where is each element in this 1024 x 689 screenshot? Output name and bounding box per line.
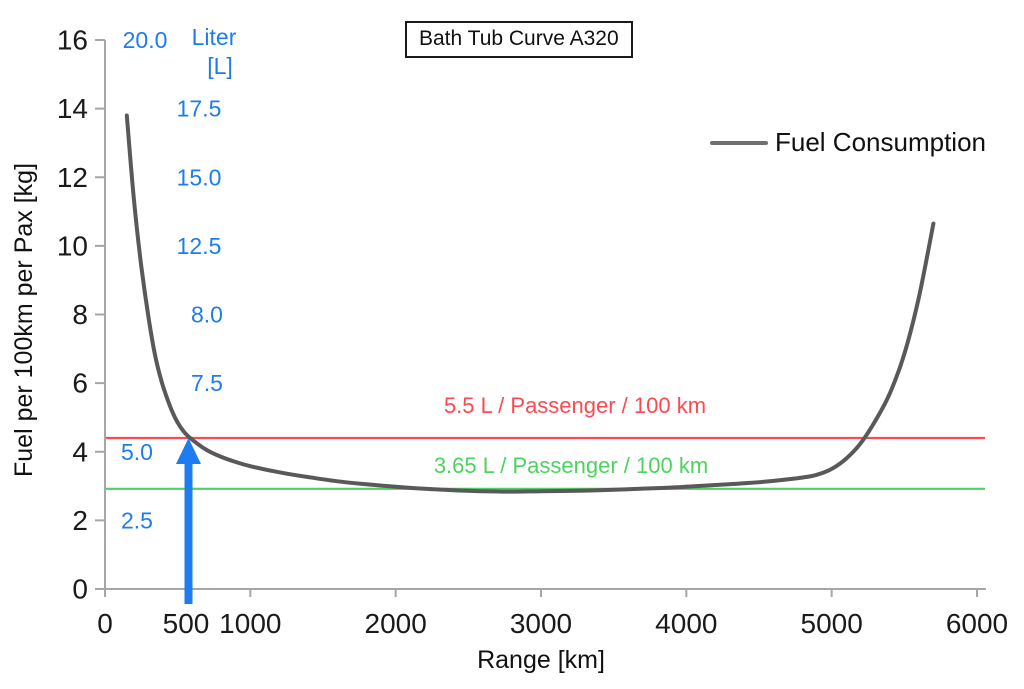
y-tick-label: 12: [57, 162, 88, 193]
liter-axis-unit: [L]: [207, 53, 233, 79]
axes: [95, 39, 986, 597]
x-axis-title: Range [km]: [477, 646, 605, 674]
tick-labels: 0 2 4 6 8 10 12 14 16 0 1000 2000 3000 4000 5000 6000 50…: [57, 25, 1008, 640]
liter-axis-label: 2.5: [121, 507, 153, 533]
y-tick-label: 14: [57, 93, 88, 124]
x-tick-label: 4000: [655, 608, 717, 639]
chart-title: Bath Tub Curve A320: [419, 27, 619, 50]
y-tick-label: 0: [72, 574, 88, 605]
x-tick-label: 0: [97, 608, 113, 639]
legend-label: Fuel Consumption: [775, 127, 986, 157]
liter-axis-label: 17.5: [177, 96, 222, 122]
red-line-label: 5.5 L / Passenger / 100 km: [444, 393, 706, 418]
green-line-label: 3.65 L / Passenger / 100 km: [434, 453, 708, 478]
y-tick-label: 10: [57, 230, 88, 261]
legend-line-swatch: [710, 140, 768, 145]
y-tick-label: 8: [72, 299, 88, 330]
liter-axis-label: 8.0: [191, 302, 223, 328]
liter-axis-label: 15.0: [177, 164, 222, 190]
reference-lines: [106, 436, 985, 490]
y-tick-label: 6: [72, 368, 88, 399]
x-tick-label: 6000: [946, 608, 1008, 639]
arrow-head: [176, 438, 201, 465]
x-tick-label: 2000: [365, 608, 427, 639]
y-axis-title: Fuel per 100km per Pax [kg]: [10, 163, 38, 477]
liter-axis-label: 20.0: [123, 27, 168, 53]
chart-title-box: Bath Tub Curve A320: [405, 21, 633, 58]
liter-axis-label: 7.5: [191, 370, 223, 396]
liter-axis-label: 5.0: [121, 439, 153, 465]
fuel-consumption-curve: [124, 113, 936, 494]
fuel-consumption-line: [124, 113, 936, 494]
x-tick-label: 5000: [801, 608, 863, 639]
x-tick-label: 3000: [510, 608, 572, 639]
liter-axis-label: 12.5: [177, 233, 222, 259]
liter-axis-title: Liter: [192, 24, 237, 50]
y-tick-label: 2: [72, 505, 88, 536]
y-tick-label: 16: [57, 25, 88, 56]
arrow-500km: [176, 438, 201, 604]
x-tick-label-500: 500: [163, 608, 210, 639]
y-tick-label: 4: [72, 436, 88, 467]
x-tick-label: 1000: [219, 608, 281, 639]
legend: Fuel Consumption: [710, 127, 986, 158]
